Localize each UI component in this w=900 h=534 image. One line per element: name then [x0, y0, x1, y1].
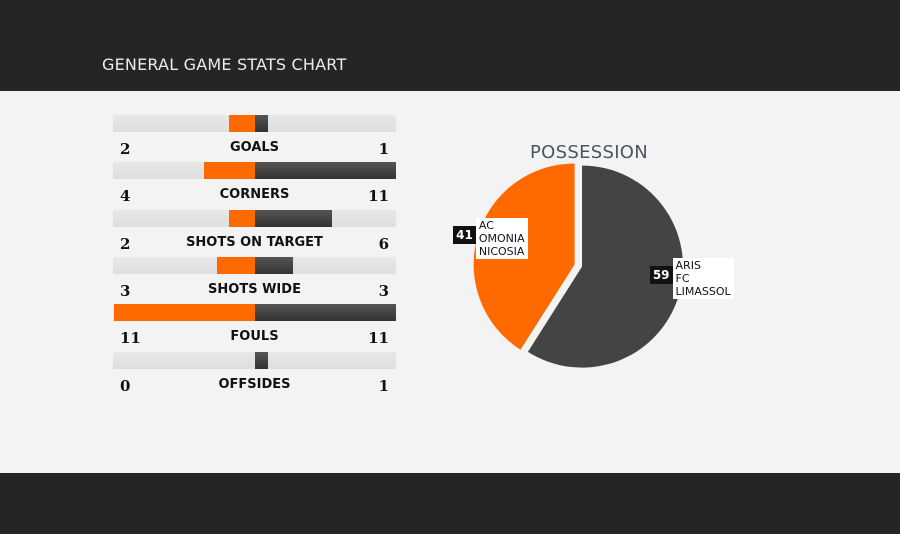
stat-label: OFFSIDES — [218, 376, 291, 392]
stat-label: CORNERS — [219, 187, 290, 203]
page-title: GENERAL GAME STATS CHART — [102, 55, 347, 74]
home-value: 4 — [120, 187, 131, 206]
home-value: 3 — [120, 281, 131, 300]
home-bar — [229, 115, 255, 132]
home-value: 2 — [120, 140, 131, 158]
pie-team-name: ARIS FC LIMASSOL — [672, 258, 734, 300]
possession-title: POSSESSION — [530, 142, 649, 163]
away-value: 11 — [368, 187, 389, 206]
away-bar — [255, 351, 268, 369]
home-value: 0 — [120, 376, 131, 395]
stat-row: 11 FOULS 11 — [113, 304, 396, 350]
stat-track — [113, 351, 396, 369]
stat-label: GOALS — [229, 140, 280, 155]
away-value: 1 — [378, 140, 389, 158]
footer-bar — [0, 473, 900, 534]
stat-row: 3 SHOTS WIDE 3 — [113, 256, 396, 303]
away-value: 11 — [368, 329, 389, 348]
stat-label: SHOTS ON TARGET — [186, 234, 323, 250]
home-bar — [216, 256, 255, 274]
pie-slice-label: 41 AC OMONIA NICOSIA — [453, 217, 528, 259]
pie-value: 41 — [453, 225, 476, 244]
pie-value: 59 — [649, 266, 673, 285]
away-value: 6 — [378, 234, 389, 253]
pie-team-name-line: FC — [675, 272, 690, 286]
home-value: 2 — [120, 234, 131, 253]
home-bar — [114, 304, 255, 322]
pie-team-name-line: NICOSIA — [478, 244, 525, 258]
pie-team-name-line: OMONIA — [478, 231, 525, 245]
home-bar — [229, 209, 255, 227]
stat-row: 2 SHOTS ON TARGET 6 — [113, 209, 396, 256]
pie-team-name-line: AC — [478, 218, 494, 232]
home-bar — [203, 162, 255, 180]
stat-row: 0 OFFSIDES 1 — [113, 351, 396, 398]
header-bar: GENERAL GAME STATS CHART — [0, 0, 900, 91]
pie-team-name-line: LIMASSOL — [675, 285, 731, 299]
pie-team-name-line: ARIS — [675, 259, 701, 273]
away-bar — [255, 256, 294, 274]
away-value: 3 — [378, 281, 389, 300]
pie-slice — [527, 165, 684, 368]
pie-team-name: AC OMONIA NICOSIA — [475, 217, 528, 259]
stat-label: SHOTS WIDE — [208, 281, 301, 297]
away-bar — [255, 304, 396, 322]
away-value: 1 — [378, 376, 389, 395]
away-bar — [255, 115, 268, 132]
stat-row: 4 CORNERS 11 — [113, 162, 396, 208]
stat-row: 2 GOALS 1 — [113, 115, 396, 161]
home-value: 11 — [120, 329, 141, 348]
away-bar — [255, 209, 332, 227]
pie-slice-label: 59 ARIS FC LIMASSOL — [649, 258, 734, 300]
stat-label: FOULS — [230, 329, 279, 345]
away-bar — [255, 162, 396, 180]
